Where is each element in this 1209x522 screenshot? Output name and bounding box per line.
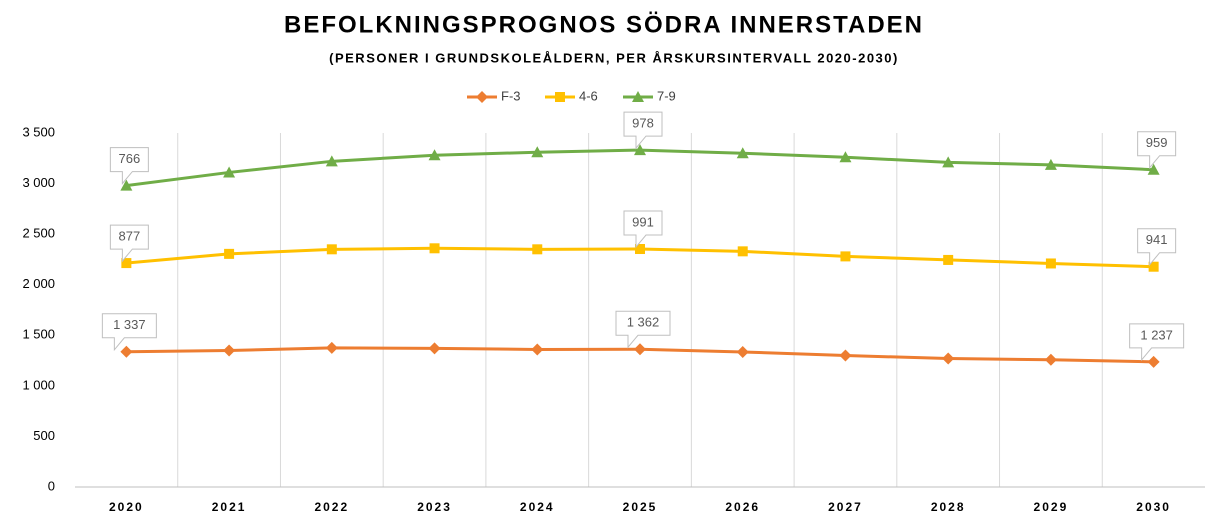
chart-subtitle: (PERSONER I GRUNDSKOLEÅLDERN, PER ÅRSKUR…: [329, 50, 899, 65]
marker: [632, 91, 644, 102]
marker: [120, 345, 133, 358]
marker: [555, 92, 565, 102]
marker: [1045, 258, 1056, 269]
data-label: 1 362: [627, 315, 660, 330]
data-label-box: [623, 210, 663, 249]
x-tick-label: 2024: [520, 500, 555, 514]
marker: [476, 91, 488, 103]
data-label-box: [109, 224, 149, 263]
data-label-box: [101, 313, 157, 352]
marker: [325, 155, 338, 167]
data-label-box: [1137, 228, 1177, 267]
data-label: 877: [119, 229, 141, 244]
legend-label: 7-9: [657, 88, 676, 103]
marker: [942, 352, 955, 365]
marker: [428, 149, 441, 161]
data-label: 1 337: [113, 317, 146, 332]
marker: [1148, 261, 1159, 272]
marker: [429, 243, 440, 254]
data-label-box: [1137, 131, 1177, 170]
data-label: 1 237: [1140, 327, 1173, 342]
legend-label: F-3: [501, 88, 521, 103]
marker: [737, 246, 748, 257]
marker: [428, 342, 441, 355]
marker: [223, 166, 236, 178]
marker: [942, 156, 955, 168]
x-tick-label: 2029: [1034, 500, 1069, 514]
y-tick-label: 3 500: [22, 124, 55, 139]
data-label-box: [109, 147, 149, 185]
x-tick-label: 2023: [417, 500, 452, 514]
data-label: 978: [632, 116, 654, 131]
data-label: 991: [632, 214, 654, 229]
marker: [1044, 353, 1057, 366]
marker: [326, 244, 337, 255]
marker: [1147, 163, 1160, 175]
marker: [635, 244, 645, 255]
marker: [736, 147, 749, 159]
marker: [634, 343, 646, 356]
x-tick-label: 2028: [931, 500, 966, 514]
y-tick-label: 2 500: [22, 226, 55, 241]
y-tick-label: 1 000: [22, 377, 55, 392]
marker: [531, 343, 544, 356]
marker: [840, 251, 851, 262]
data-label: 959: [1146, 135, 1168, 150]
x-tick-label: 2030: [1136, 500, 1171, 514]
marker: [634, 144, 646, 156]
data-label-box: [1129, 323, 1185, 362]
y-tick-label: 3 000: [22, 175, 55, 190]
marker: [736, 345, 749, 358]
x-tick-label: 2026: [725, 500, 760, 514]
data-label-box: [623, 111, 663, 150]
marker: [223, 344, 236, 357]
y-tick-label: 500: [33, 428, 55, 443]
data-label: 941: [1146, 232, 1168, 247]
marker: [839, 349, 852, 362]
marker: [839, 151, 852, 163]
marker: [224, 248, 235, 259]
marker: [531, 146, 544, 158]
marker: [1147, 355, 1160, 368]
marker: [943, 254, 954, 265]
x-tick-label: 2020: [109, 500, 144, 514]
chart-title: BEFOLKNINGSPROGNOS SÖDRA INNERSTADEN: [284, 11, 924, 38]
marker: [532, 244, 543, 255]
data-label-box: [615, 310, 671, 349]
data-label: 766: [119, 151, 141, 166]
marker: [1044, 158, 1057, 170]
x-tick-label: 2021: [212, 500, 247, 514]
marker: [325, 341, 338, 354]
y-tick-label: 2 000: [22, 276, 55, 291]
legend-label: 4-6: [579, 88, 598, 103]
x-tick-label: 2022: [314, 500, 349, 514]
marker: [121, 258, 132, 269]
y-tick-label: 0: [48, 478, 55, 493]
marker: [120, 179, 133, 191]
x-tick-label: 2027: [828, 500, 863, 514]
x-tick-label: 2025: [623, 500, 658, 514]
y-tick-label: 1 500: [22, 327, 55, 342]
